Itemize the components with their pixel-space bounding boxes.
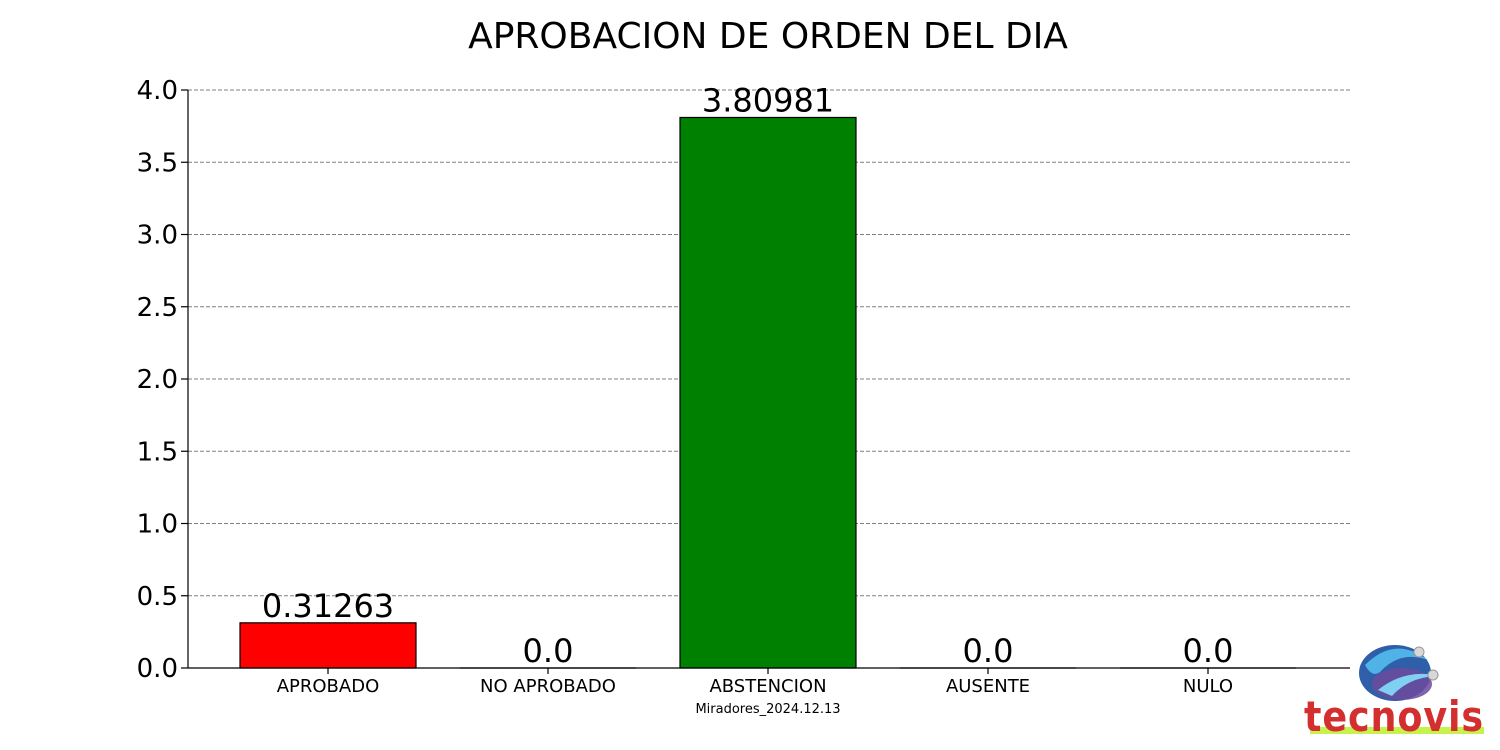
x-tick-label: AUSENTE xyxy=(946,676,1030,697)
logo-text: tecnovis xyxy=(1304,692,1484,741)
y-tick-label: 3.0 xyxy=(137,221,178,251)
y-tick-label: 0.0 xyxy=(137,654,178,684)
y-tick-label: 1.0 xyxy=(137,510,178,540)
x-tick-label: NO APROBADO xyxy=(480,676,616,697)
y-tick-label: 4.0 xyxy=(137,76,178,106)
bar-aprobado xyxy=(239,622,417,669)
x-axis-ticks: APROBADO NO APROBADO ABSTENCION AUSENTE NULO xyxy=(277,668,1233,697)
bars xyxy=(239,116,1296,669)
y-tick-label: 2.5 xyxy=(137,293,178,323)
tecnovis-logo: tecnovis xyxy=(1304,645,1484,741)
data-label: 0.0 xyxy=(523,632,574,670)
x-tick-label: NULO xyxy=(1183,676,1233,697)
data-label: 3.80981 xyxy=(702,81,834,119)
data-label: 0.0 xyxy=(963,632,1014,670)
data-label: 0.31263 xyxy=(262,587,394,625)
data-labels: 0.31263 0.0 3.80981 0.0 0.0 xyxy=(262,81,1234,670)
y-axis-ticks: 0.0 0.5 1.0 1.5 2.0 2.5 3.0 3.5 4.0 xyxy=(137,76,188,684)
bar-abstencion xyxy=(679,116,857,669)
y-tick-label: 0.5 xyxy=(137,582,178,612)
globe-logo-icon xyxy=(1359,645,1440,701)
data-label: 0.0 xyxy=(1183,632,1234,670)
y-tick-label: 1.5 xyxy=(137,437,178,467)
x-tick-label: ABSTENCION xyxy=(709,676,826,697)
y-tick-label: 3.5 xyxy=(137,148,178,178)
x-tick-label: APROBADO xyxy=(277,676,380,697)
gridlines xyxy=(188,89,1350,597)
logo-underline xyxy=(1310,727,1484,734)
chart-title: APROBACION DE ORDEN DEL DIA xyxy=(468,16,1068,57)
x-axis-label: Miradores_2024.12.13 xyxy=(695,702,840,717)
y-tick-label: 2.0 xyxy=(137,365,178,395)
